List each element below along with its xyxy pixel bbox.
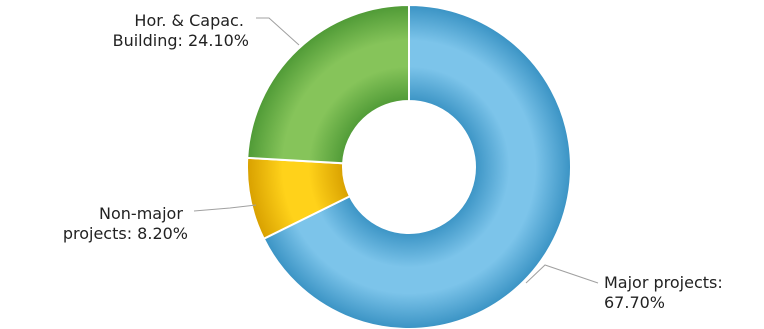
leader-lines xyxy=(193,17,599,284)
leader-hor-capac-building xyxy=(256,17,300,46)
slice-hor-capac-building xyxy=(246,3,410,165)
leader-non-major-projects xyxy=(193,204,257,212)
label-hor-capac-building: Hor. & Capac. Building: 24.10% xyxy=(113,11,249,50)
donut-slices xyxy=(246,3,572,329)
leader-major-projects xyxy=(525,264,599,284)
label-major-projects: Major projects: 67.70% xyxy=(604,273,728,312)
label-non-major-projects: Non-major projects: 8.20% xyxy=(63,204,188,243)
slice-major-projects xyxy=(262,3,572,329)
